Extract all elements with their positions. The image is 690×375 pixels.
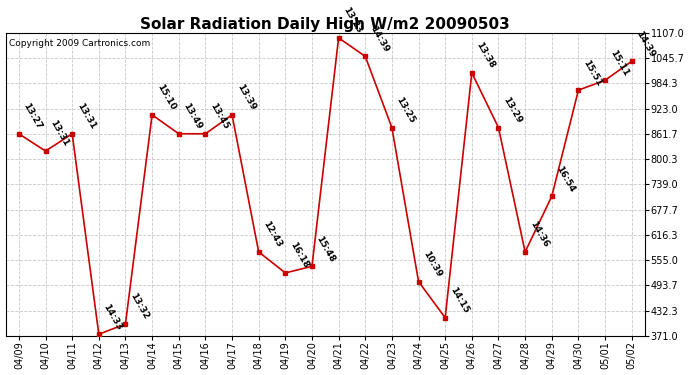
Text: 14:15: 14:15 bbox=[448, 286, 470, 315]
Text: 16:54: 16:54 bbox=[555, 164, 577, 194]
Text: 13:25: 13:25 bbox=[395, 96, 417, 125]
Text: 13:23: 13:23 bbox=[342, 6, 364, 35]
Text: 13:38: 13:38 bbox=[475, 41, 497, 70]
Text: 13:39: 13:39 bbox=[235, 82, 257, 112]
Text: Copyright 2009 Cartronics.com: Copyright 2009 Cartronics.com bbox=[9, 39, 150, 48]
Text: 13:32: 13:32 bbox=[128, 292, 150, 321]
Text: 13:49: 13:49 bbox=[181, 102, 204, 131]
Text: 13:31: 13:31 bbox=[48, 119, 70, 148]
Text: 15:51: 15:51 bbox=[581, 58, 603, 87]
Text: 13:45: 13:45 bbox=[208, 102, 230, 131]
Text: 14:36: 14:36 bbox=[528, 220, 550, 249]
Title: Solar Radiation Daily High W/m2 20090503: Solar Radiation Daily High W/m2 20090503 bbox=[140, 17, 510, 32]
Text: 15:11: 15:11 bbox=[608, 48, 630, 78]
Text: 15:48: 15:48 bbox=[315, 234, 337, 264]
Text: 13:27: 13:27 bbox=[21, 102, 44, 131]
Text: 13:29: 13:29 bbox=[501, 95, 524, 125]
Text: 14:39: 14:39 bbox=[368, 24, 391, 54]
Text: 14:33: 14:33 bbox=[101, 302, 124, 332]
Text: 13:31: 13:31 bbox=[75, 102, 97, 131]
Text: 12:43: 12:43 bbox=[262, 220, 284, 249]
Text: 16:18: 16:18 bbox=[288, 241, 311, 270]
Text: 15:10: 15:10 bbox=[155, 83, 177, 112]
Text: 14:39: 14:39 bbox=[635, 29, 657, 58]
Text: 10:39: 10:39 bbox=[422, 249, 444, 279]
